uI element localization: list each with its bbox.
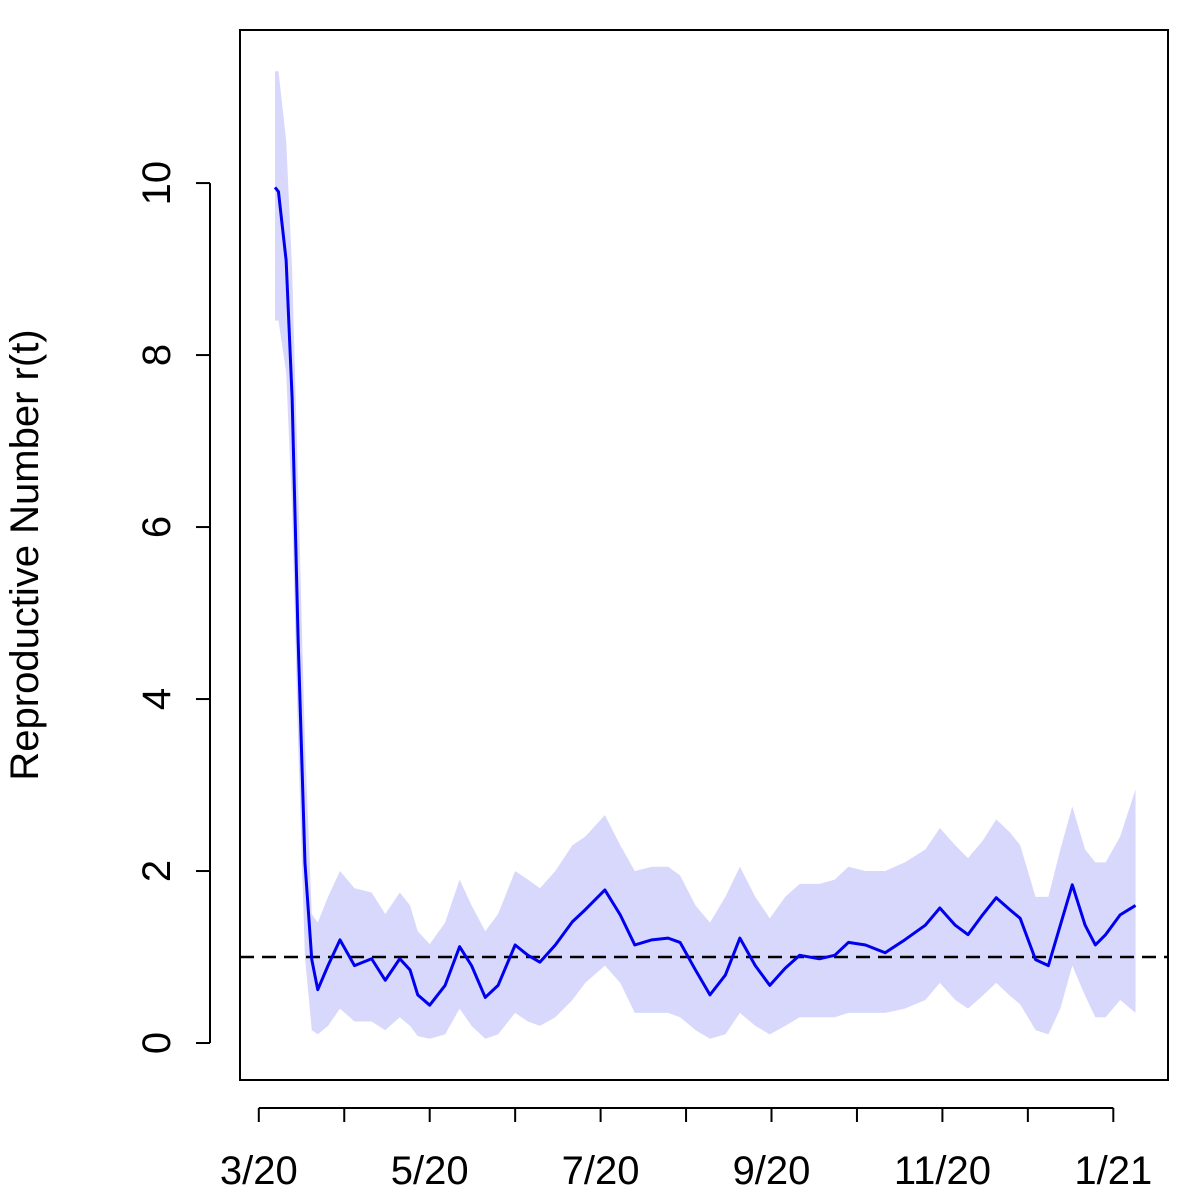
y-tick-label: 2 xyxy=(135,860,179,882)
x-tick-label: 5/20 xyxy=(391,1149,469,1193)
x-tick-label: 1/21 xyxy=(1074,1149,1152,1193)
y-tick-label: 8 xyxy=(135,344,179,366)
x-tick-label: 3/20 xyxy=(220,1149,298,1193)
x-tick-label: 7/20 xyxy=(562,1149,640,1193)
x-tick-label: 11/20 xyxy=(894,1149,991,1193)
y-axis-label: Reproductive Number r(t) xyxy=(3,329,47,780)
y-tick-label: 10 xyxy=(135,161,179,206)
y-tick-label: 6 xyxy=(135,516,179,538)
x-tick-label: 9/20 xyxy=(733,1149,811,1193)
y-tick-label: 0 xyxy=(135,1032,179,1054)
y-tick-label: 4 xyxy=(135,688,179,710)
confidence-band xyxy=(275,71,1136,1039)
plot-frame xyxy=(239,29,1169,1081)
line xyxy=(273,186,1137,1007)
